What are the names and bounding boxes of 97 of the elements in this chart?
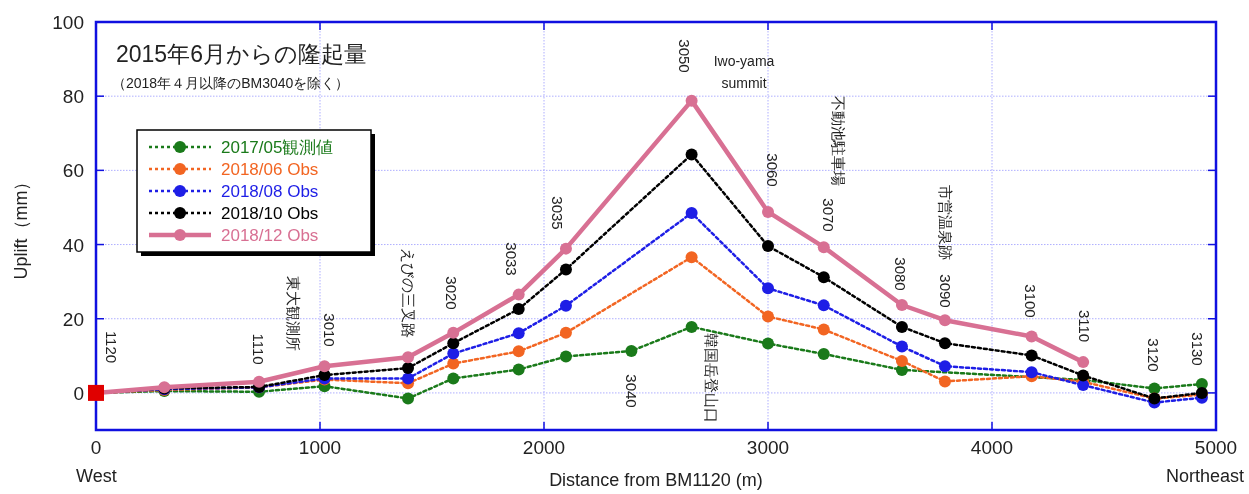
- y-tick-label: 0: [73, 382, 84, 404]
- annotation: 3060: [764, 153, 782, 187]
- point: [817, 347, 830, 360]
- y-tick-label: 20: [62, 308, 84, 330]
- point: [817, 323, 830, 336]
- x-tick-label: 4000: [970, 437, 1014, 458]
- point: [895, 340, 908, 353]
- point: [685, 207, 698, 220]
- point: [938, 314, 951, 327]
- point: [402, 372, 415, 385]
- annotation: 3010: [321, 313, 339, 347]
- point: [685, 148, 698, 161]
- annotation: 3035: [549, 196, 567, 230]
- point: [447, 372, 460, 385]
- point: [895, 299, 908, 311]
- point: [402, 392, 415, 405]
- annotation: 3080: [892, 257, 910, 291]
- point: [685, 94, 698, 107]
- point: [512, 303, 525, 316]
- point: [512, 363, 525, 376]
- annotation: 3033: [503, 242, 521, 276]
- y-tick-label: 80: [62, 86, 84, 108]
- annotation: Iwo-yama summit: [713, 53, 775, 91]
- annotation: 東大観測所: [285, 275, 303, 351]
- point: [402, 351, 415, 364]
- y-tick-label: 60: [62, 160, 84, 182]
- point: [447, 337, 460, 350]
- point: [1025, 349, 1038, 362]
- point: [1077, 356, 1090, 369]
- point: [402, 362, 415, 375]
- x-tick-label: 0: [90, 437, 102, 458]
- point: [895, 355, 908, 368]
- y-tick-label: 100: [52, 12, 84, 33]
- point: [559, 242, 572, 255]
- point: [685, 320, 698, 333]
- x-axis-title: Distance from BM1120 (m): [549, 470, 763, 490]
- point: [1148, 382, 1161, 395]
- x-tick-label: 2000: [522, 437, 566, 458]
- legend-label: 2018/12 Obs: [221, 226, 319, 245]
- annotation: 1110: [250, 333, 268, 365]
- point: [447, 347, 460, 360]
- point: [685, 251, 698, 264]
- legend-label: 2018/06 Obs: [221, 160, 319, 179]
- point: [318, 360, 331, 373]
- point: [938, 360, 951, 373]
- point: [559, 326, 572, 339]
- text: West: [76, 466, 117, 486]
- annotation: 市営温泉跡: [937, 184, 955, 260]
- annotation: 韓国岳登山口: [703, 333, 721, 423]
- point: [762, 337, 774, 350]
- point: [938, 375, 951, 388]
- point: [512, 288, 525, 301]
- point: [559, 263, 572, 276]
- annotation: 3100: [1022, 284, 1040, 318]
- x-tick-label: 1000: [298, 437, 342, 458]
- point: [817, 299, 830, 312]
- point: [1077, 369, 1090, 382]
- annotation: 3050: [676, 39, 694, 73]
- y-axis-title: Uplift（mm）: [11, 172, 31, 280]
- legend-label: 2018/10 Obs: [221, 204, 319, 223]
- point: [817, 271, 830, 284]
- point: [559, 299, 572, 312]
- y-tick-label: 40: [62, 234, 84, 256]
- text: 2015年6月からの隆起量: [116, 41, 367, 67]
- legend-label: 2017/05観測値: [221, 138, 334, 157]
- point: [1025, 330, 1038, 343]
- point: [625, 345, 638, 357]
- annotation: 3090: [937, 274, 955, 308]
- annotation: 3120: [1145, 338, 1163, 372]
- point: [762, 310, 774, 323]
- annotation: 不動池駐車場: [830, 96, 848, 186]
- x-tick-label: 5000: [1194, 437, 1238, 458]
- point: [1025, 366, 1038, 379]
- annotation: 3110: [1076, 309, 1094, 343]
- annotation: 1120: [103, 330, 121, 364]
- point: [1077, 379, 1090, 392]
- annotation: 3070: [820, 198, 838, 232]
- annotation: 3020: [443, 276, 461, 310]
- point: [895, 320, 908, 333]
- point: [447, 326, 460, 339]
- point: [817, 241, 830, 254]
- legend-label: 2018/08 Obs: [221, 182, 319, 201]
- annotation: えびの三叉路: [400, 248, 418, 338]
- point: [762, 240, 774, 253]
- text: （2018年４月以降のBM3040を除く）: [112, 75, 350, 91]
- point: [253, 375, 266, 388]
- point: [762, 282, 774, 295]
- point: [512, 345, 525, 358]
- annotation: 3040: [623, 374, 641, 408]
- point: [512, 327, 525, 340]
- point: [938, 337, 951, 350]
- point: [447, 357, 460, 370]
- x-tick-label: 3000: [746, 437, 790, 458]
- point: [559, 350, 572, 363]
- point: [762, 205, 774, 218]
- annotation: 3130: [1189, 332, 1207, 366]
- text: Northeast: [1165, 466, 1244, 486]
